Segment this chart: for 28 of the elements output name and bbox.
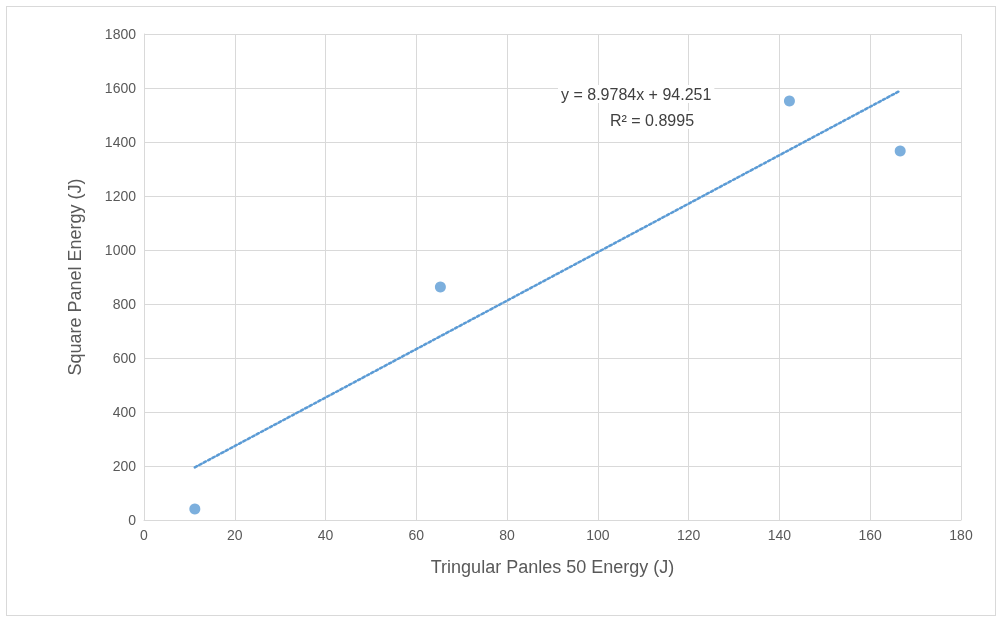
y-tick-label: 800 [112,296,137,312]
y-axis-title: Square Panel Energy (J) [65,178,85,376]
y-tick-label: 400 [112,404,137,420]
annotation: y = 8.9784x + 94.251 [561,85,712,103]
x-tick-label: 180 [949,527,973,543]
y-tick-label: 0 [128,512,137,528]
x-tick-label: 160 [858,527,883,543]
x-tick-label: 80 [499,527,516,543]
point [189,503,201,515]
x-axis-title: Tringular Panles 50 Energy (J) [430,557,675,577]
x-tick-label: 140 [767,527,792,543]
y-tick-label: 1000 [104,242,137,258]
y-tick-label: 1200 [104,188,137,204]
annotation: R² = 0.8995 [610,111,695,129]
x-tick-label: 100 [586,527,610,543]
point [434,281,446,293]
x-tick-label: 0 [140,527,149,543]
x-tick-label: 20 [226,527,243,543]
y-tick-label: 1800 [104,26,137,42]
x-tick-label: 120 [676,527,701,543]
x-tick-label: 40 [317,527,334,543]
y-tick-label: 1600 [104,80,137,96]
point [894,145,906,157]
point [783,95,795,107]
y-tick-label: 600 [112,350,137,366]
x-tick-label: 60 [408,527,425,543]
y-tick-label: 1400 [104,134,137,150]
y-tick-label: 200 [112,458,137,474]
